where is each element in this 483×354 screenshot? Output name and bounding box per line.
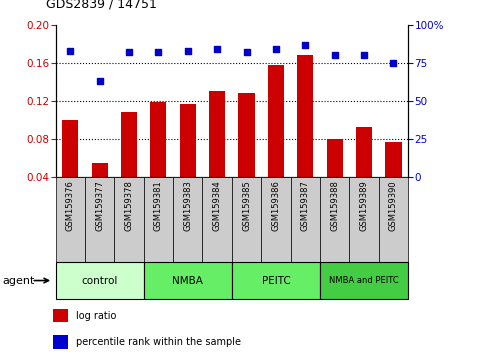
Point (96, 78, 103, 84)
Bar (114, 177, 144, 262)
Bar (56, 177, 85, 262)
Text: GSM159378: GSM159378 (125, 181, 133, 231)
Point (272, 46, 280, 52)
Bar (291, 177, 320, 262)
Bar (180, 104, 196, 177)
Text: GSM159390: GSM159390 (389, 181, 398, 231)
Text: GSM159384: GSM159384 (213, 181, 222, 231)
Text: GSM159376: GSM159376 (66, 181, 75, 231)
Point (360, 52, 368, 58)
Point (390, 60, 398, 66)
Bar (320, 177, 349, 262)
Bar (85, 177, 114, 262)
Bar (209, 91, 225, 177)
Point (331, 52, 339, 58)
Bar (268, 65, 284, 177)
Bar (121, 112, 137, 177)
Text: PEITC: PEITC (261, 275, 290, 286)
Bar (202, 177, 232, 262)
Point (301, 42, 309, 47)
Text: GSM159385: GSM159385 (242, 181, 251, 231)
Point (213, 46, 221, 52)
Text: GSM159388: GSM159388 (330, 181, 339, 231)
Text: log ratio: log ratio (76, 310, 116, 320)
Bar (92, 163, 108, 177)
Bar (173, 177, 202, 262)
Bar (232, 262, 320, 299)
Bar (62, 120, 78, 177)
Text: percentile rank within the sample: percentile rank within the sample (76, 337, 241, 347)
Bar (150, 102, 167, 177)
Bar (327, 139, 343, 177)
Text: GSM159381: GSM159381 (154, 181, 163, 231)
Text: GSM159386: GSM159386 (271, 181, 281, 231)
Text: GSM159387: GSM159387 (301, 181, 310, 231)
Text: GSM159377: GSM159377 (95, 181, 104, 231)
Text: GDS2839 / 14751: GDS2839 / 14751 (46, 0, 157, 11)
Bar (379, 177, 408, 262)
Bar (53, 309, 68, 322)
Bar (261, 177, 291, 262)
Point (66, 48, 74, 53)
Text: control: control (82, 275, 118, 286)
Bar (349, 177, 379, 262)
Text: agent: agent (2, 275, 35, 286)
Text: GSM159389: GSM159389 (359, 181, 369, 231)
Bar (53, 336, 68, 349)
Point (242, 49, 250, 55)
Bar (232, 177, 261, 262)
Bar (385, 142, 401, 177)
Text: NMBA and PEITC: NMBA and PEITC (329, 276, 399, 285)
Bar (239, 93, 255, 177)
Text: GSM159383: GSM159383 (183, 181, 192, 231)
Text: NMBA: NMBA (172, 275, 203, 286)
Bar (356, 127, 372, 177)
Bar (297, 55, 313, 177)
Point (184, 48, 192, 53)
Point (125, 49, 133, 55)
Bar (144, 177, 173, 262)
Bar (144, 262, 232, 299)
Point (155, 49, 162, 55)
Bar (320, 262, 408, 299)
Bar (56, 262, 144, 299)
